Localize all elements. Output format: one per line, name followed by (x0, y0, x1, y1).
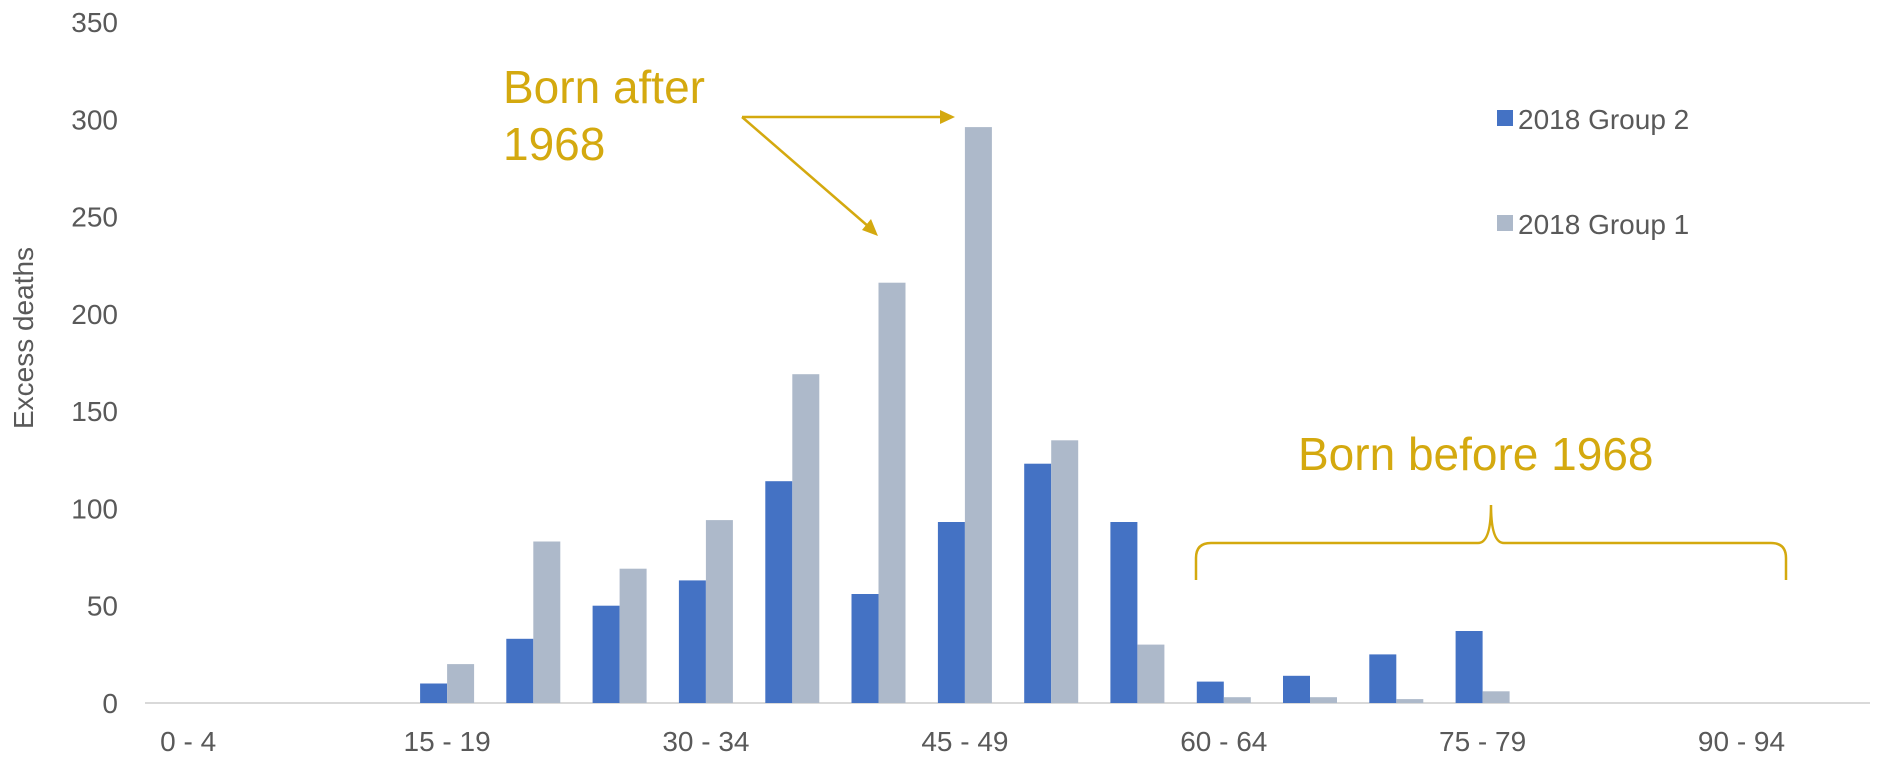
bar-group-2-75-79 (1455, 631, 1483, 703)
x-tick-label: 60 - 64 (1180, 726, 1267, 757)
y-tick-label: 200 (71, 299, 118, 330)
bar-group-1-75-79 (1482, 691, 1510, 703)
bar-group-1-55-59 (1137, 644, 1165, 703)
y-tick-label: 100 (71, 493, 118, 524)
bar-group-2-15-19 (420, 683, 448, 703)
y-tick-label: 300 (71, 104, 118, 135)
annotation-born-after: Born after 1968 (503, 61, 955, 236)
bar-group-2-60-64 (1196, 681, 1224, 703)
bar-group-2-30-34 (678, 580, 706, 703)
bar-group-1-25-29 (619, 568, 647, 703)
x-tick-label: 15 - 19 (404, 726, 491, 757)
bar-group-2-65-69 (1283, 675, 1310, 703)
legend-swatch-group-2 (1497, 110, 1513, 126)
x-tick-label: 45 - 49 (921, 726, 1008, 757)
bars (420, 127, 1510, 704)
bar-group-1-70-74 (1396, 699, 1424, 703)
bar-group-1-40-44 (878, 282, 906, 703)
arrow-line-to-40-44 (741, 116, 870, 228)
x-tick-label: 30 - 34 (662, 726, 749, 757)
y-axis-ticks: 0 50 100 150 200 250 300 350 (71, 7, 118, 719)
x-tick-label: 0 - 4 (160, 726, 216, 757)
bar-group-2-55-59 (1110, 522, 1138, 703)
y-tick-label: 350 (71, 7, 118, 38)
arrowhead-45-49 (940, 110, 955, 124)
bar-group-1-20-24 (533, 541, 561, 703)
bar-group-1-65-69 (1310, 697, 1337, 703)
bar-group-2-70-74 (1369, 654, 1397, 703)
bar-group-2-40-44 (851, 594, 879, 703)
y-tick-label: 50 (87, 591, 118, 622)
bar-group-1-45-49 (964, 127, 992, 704)
y-tick-label: 150 (71, 396, 118, 427)
bar-group-1-35-39 (792, 374, 820, 703)
legend-label-group-1: 2018 Group 1 (1518, 209, 1689, 240)
bar-group-1-60-64 (1223, 697, 1251, 703)
legend: 2018 Group 2 2018 Group 1 (1497, 104, 1689, 240)
bar-group-2-25-29 (592, 605, 620, 703)
y-tick-label: 250 (71, 202, 118, 233)
bar-group-1-15-19 (447, 664, 475, 703)
x-tick-label: 75 - 79 (1439, 726, 1526, 757)
annotation-born-after-line-2: 1968 (503, 118, 605, 170)
bar-group-2-35-39 (765, 481, 793, 703)
x-tick-label: 90 - 94 (1698, 726, 1785, 757)
y-axis-title: Excess deaths (8, 247, 39, 429)
bar-group-1-30-34 (705, 520, 733, 703)
annotation-born-before-label: Born before 1968 (1298, 428, 1654, 480)
bar-group-2-20-24 (506, 638, 534, 703)
legend-label-group-2: 2018 Group 2 (1518, 104, 1689, 135)
bar-group-2-50-54 (1024, 463, 1052, 703)
bar-group-1-50-54 (1051, 440, 1079, 703)
brace-60-94 (1194, 504, 1788, 580)
annotation-born-before: Born before 1968 (1194, 428, 1788, 580)
annotation-born-after-line-1: Born after (503, 61, 705, 113)
arrowhead-40-44 (862, 219, 878, 236)
bar-group-2-45-49 (937, 522, 965, 703)
y-tick-label: 0 (102, 688, 118, 719)
legend-swatch-group-1 (1497, 215, 1513, 231)
x-axis-ticks: 0 - 4 15 - 19 30 - 34 45 - 49 60 - 64 75 - 79… (160, 726, 1785, 757)
